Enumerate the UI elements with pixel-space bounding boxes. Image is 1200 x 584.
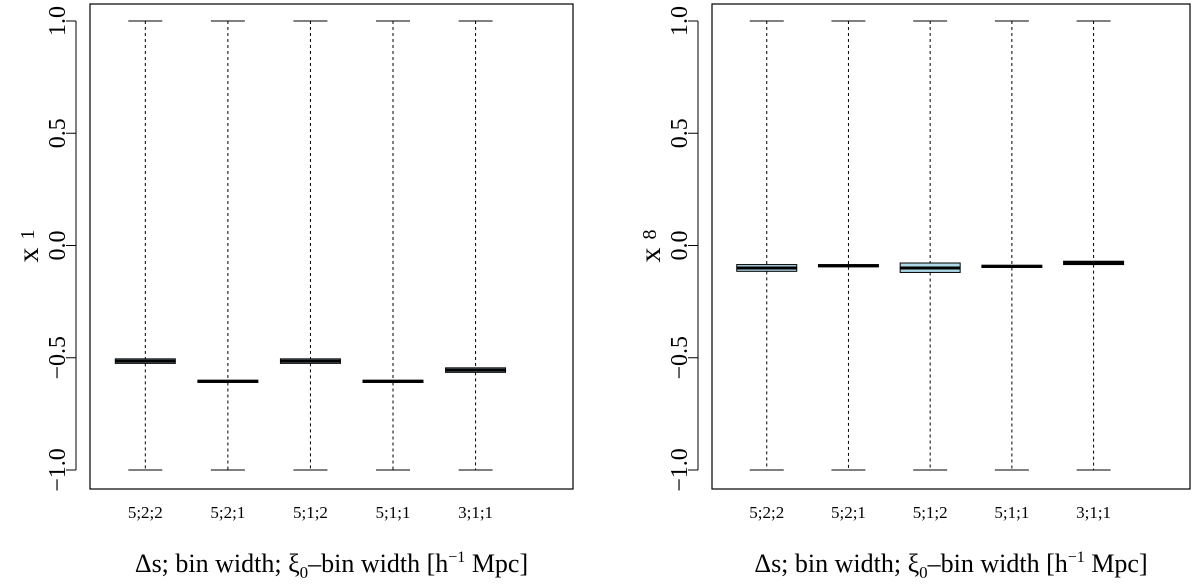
y-axis-title-main: x — [634, 248, 667, 263]
x-axis-title-sup: −1 — [448, 549, 465, 566]
x-category-label: 5;1;1 — [994, 503, 1029, 522]
x-axis-title-mid: –bin width [h — [307, 549, 448, 578]
y-axis-title-main: x — [12, 248, 45, 263]
y-tick-label: −0.5 — [667, 336, 693, 380]
y-tick-label: −1.0 — [667, 448, 693, 492]
box-3;1;1: 3;1;1 — [1063, 20, 1125, 522]
x-axis-title-post: Mpc] — [1085, 549, 1148, 578]
x-category-label: 5;1;2 — [913, 503, 948, 522]
x-category-label: 5;1;2 — [293, 503, 328, 522]
x-axis-title: Δs; bin width; ξ0–bin width [h−1 Mpc] — [135, 549, 528, 582]
x-axis-title-sub: 0 — [919, 563, 928, 582]
box-5;2;1: 5;2;1 — [817, 20, 879, 522]
x-category-label: 5;1;1 — [376, 503, 411, 522]
y-axis-title: x8 — [634, 230, 667, 263]
y-tick-label: 0.0 — [667, 231, 693, 261]
y-tick-label: 1.0 — [667, 6, 693, 36]
y-tick-label: 0.0 — [45, 231, 71, 261]
box-5;1;1: 5;1;1 — [981, 20, 1043, 522]
y-tick-label: 0.5 — [667, 118, 693, 148]
x-axis-title-post: Mpc] — [465, 549, 528, 578]
x-category-label: 5;2;2 — [749, 503, 784, 522]
plot-frame — [711, 3, 1191, 490]
x-axis-title-pre: Δs; bin width; ξ — [135, 549, 300, 578]
y-tick-label: 0.5 — [45, 118, 71, 148]
y-tick-label: 1.0 — [45, 6, 71, 36]
box-5;1;2: 5;1;2 — [279, 20, 341, 522]
x-axis-title: Δs; bin width; ξ0–bin width [h−1 Mpc] — [754, 549, 1147, 582]
box-5;1;2: 5;1;2 — [899, 20, 961, 522]
y-axis-title-sub: 8 — [639, 230, 661, 240]
x-axis-title-mid: –bin width [h — [927, 549, 1068, 578]
y-axis-title-sub: 1 — [17, 230, 39, 240]
y-tick-label: −1.0 — [45, 448, 71, 492]
box-5;1;1: 5;1;1 — [362, 20, 424, 522]
x-category-label: 3;1;1 — [458, 503, 493, 522]
y-tick-label: −0.5 — [45, 336, 71, 380]
box-3;1;1: 3;1;1 — [445, 20, 507, 522]
x-category-label: 5;2;2 — [128, 503, 163, 522]
x-category-label: 5;2;1 — [210, 503, 245, 522]
y-axis-title: x1 — [12, 230, 45, 263]
box-5;2;1: 5;2;1 — [197, 20, 259, 522]
x-axis-title-sub: 0 — [300, 563, 309, 582]
x-axis-title-sup: −1 — [1068, 549, 1085, 566]
x-axis-title-pre: Δs; bin width; ξ — [754, 549, 919, 578]
box-5;2;2: 5;2;2 — [736, 20, 798, 522]
x-category-label: 5;2;1 — [831, 503, 866, 522]
box-5;2;2: 5;2;2 — [114, 20, 176, 522]
x-category-label: 3;1;1 — [1076, 503, 1111, 522]
plot-frame — [89, 3, 574, 490]
